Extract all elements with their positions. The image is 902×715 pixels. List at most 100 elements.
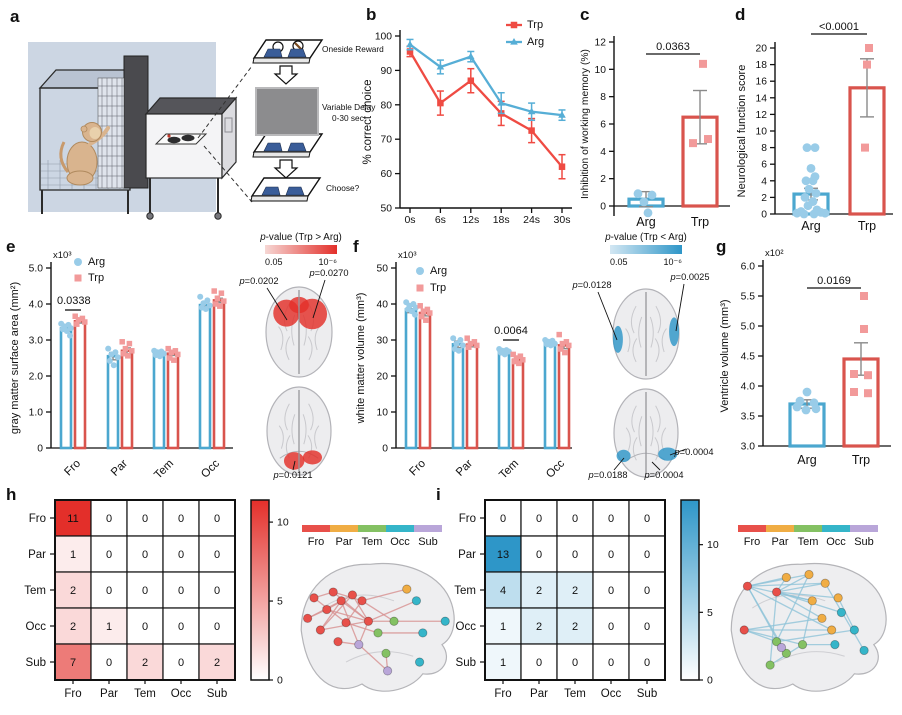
network-edge bbox=[358, 620, 370, 645]
heatmap-cell-fill bbox=[199, 644, 235, 680]
y-tick-label: 10 bbox=[595, 65, 607, 76]
heatmap-cell bbox=[629, 500, 665, 536]
significance-label: <0.0001 bbox=[819, 21, 859, 33]
delay-occluder-screen bbox=[255, 87, 319, 136]
colorbar-tick-label: 10 bbox=[277, 517, 289, 529]
network-edge bbox=[776, 591, 839, 599]
heatmap-cell-fill bbox=[55, 500, 91, 536]
data-point bbox=[860, 292, 868, 300]
data-point bbox=[704, 135, 712, 144]
monkey-illustration bbox=[59, 122, 110, 186]
x-tick-label: 24s bbox=[523, 214, 540, 226]
cell-value: 0 bbox=[214, 549, 220, 561]
heatmap-cell bbox=[163, 500, 199, 536]
network-edge bbox=[747, 585, 832, 631]
sulcus-line bbox=[649, 416, 654, 447]
data-point bbox=[156, 353, 163, 360]
test-apparatus-box bbox=[144, 96, 238, 180]
data-point bbox=[412, 311, 418, 318]
tray-pad bbox=[167, 136, 181, 144]
colorbar bbox=[265, 245, 337, 254]
data-point bbox=[510, 21, 518, 29]
heatmap-cell-fill bbox=[485, 572, 521, 608]
y-tick-label: 70 bbox=[381, 135, 393, 146]
data-point bbox=[474, 342, 480, 349]
colorbar bbox=[250, 499, 270, 681]
data-point bbox=[860, 325, 868, 333]
heatmap-cell-fill bbox=[55, 644, 91, 680]
p-value-annotation: p=0.0004 bbox=[643, 470, 683, 480]
network-node-tem bbox=[389, 616, 399, 626]
bar bbox=[465, 343, 479, 450]
data-point bbox=[558, 346, 564, 352]
heatmap-cell bbox=[91, 608, 127, 644]
y-tick-label: 4.0 bbox=[29, 300, 44, 311]
data-point bbox=[406, 40, 414, 48]
y-tick-label: 50 bbox=[381, 204, 393, 215]
heatmap-cell bbox=[199, 608, 235, 644]
network-node-tem bbox=[381, 648, 391, 658]
significance-label: 0.0363 bbox=[656, 41, 690, 53]
heatmap-cell bbox=[163, 644, 199, 680]
cell-value: 0 bbox=[608, 621, 614, 633]
col-label: Occ bbox=[171, 688, 192, 700]
cell-value: 1 bbox=[106, 621, 112, 633]
data-point bbox=[497, 99, 505, 106]
cell-value: 0 bbox=[608, 549, 614, 561]
legend-label: Par bbox=[335, 536, 352, 548]
delay-task-line-chart: 50 60 70 80 90 100 0s 6s 12s 18s 24s 30s Trp Arg % cor… bbox=[362, 19, 572, 226]
cell-value: 0 bbox=[106, 513, 112, 525]
heatmap-cell-fill bbox=[55, 608, 91, 644]
data-point bbox=[420, 308, 427, 314]
heatmap-cell bbox=[163, 608, 199, 644]
grouped-bar-chart: 0 10 20 30 40 50 x10³ 0.0064 Fro Par Tem Occ Arg Trp w… bbox=[355, 250, 572, 481]
network-node-fro bbox=[357, 596, 367, 606]
data-point bbox=[437, 99, 444, 107]
panel-label-c: c bbox=[580, 5, 590, 24]
divider-screen-panel bbox=[123, 55, 149, 189]
sulcus-line bbox=[625, 427, 631, 451]
y-tick-label: 100 bbox=[375, 32, 392, 43]
significance-label: 0.0064 bbox=[494, 325, 528, 337]
bar-chart: 3.0 3.5 4.0 4.5 5.0 5.5 6.0 x10² 0.0169 Arg Trp Ven… bbox=[719, 248, 891, 467]
data-point bbox=[417, 303, 423, 309]
legend-label: Tem bbox=[362, 536, 383, 548]
data-point bbox=[129, 348, 135, 354]
legend-swatch-sub bbox=[850, 525, 878, 532]
network-edge bbox=[776, 629, 855, 643]
network-node-tem bbox=[373, 628, 383, 638]
sulcus-line bbox=[278, 326, 284, 351]
row-label: Par bbox=[458, 549, 476, 561]
sulcus-line bbox=[314, 425, 320, 449]
network-node-tem bbox=[765, 660, 775, 670]
bar bbox=[212, 299, 226, 450]
row-label: Tem bbox=[24, 585, 46, 597]
significant-region-patch bbox=[613, 325, 623, 353]
data-point bbox=[566, 342, 572, 349]
annotation-leader-line bbox=[651, 461, 661, 471]
category-label: Arg bbox=[801, 219, 821, 233]
network-node-par bbox=[817, 613, 827, 623]
cell-value: 0 bbox=[536, 657, 542, 669]
col-label: Par bbox=[100, 688, 118, 700]
colorbar bbox=[610, 245, 682, 254]
heatmap-cell bbox=[55, 536, 91, 572]
data-point bbox=[467, 52, 475, 60]
heatmap-cell bbox=[163, 572, 199, 608]
heatmap-cell bbox=[91, 644, 127, 680]
network-edge bbox=[332, 591, 369, 622]
network-edge bbox=[744, 617, 823, 631]
data-point bbox=[558, 111, 566, 118]
annotation-leader-line bbox=[266, 287, 288, 321]
y-tick-label: 5.0 bbox=[741, 322, 756, 333]
cell-value: 0 bbox=[142, 549, 148, 561]
panel-label-i: i bbox=[436, 485, 441, 504]
network-node-tem bbox=[781, 648, 791, 658]
cell-value: 0 bbox=[608, 657, 614, 669]
cell-value: 1 bbox=[500, 621, 506, 633]
data-point bbox=[74, 321, 80, 327]
colorbar-tick-label: 0 bbox=[707, 675, 713, 687]
heatmap-cell bbox=[199, 500, 235, 536]
y-tick-label: 3.5 bbox=[741, 412, 756, 423]
data-point bbox=[464, 335, 470, 341]
